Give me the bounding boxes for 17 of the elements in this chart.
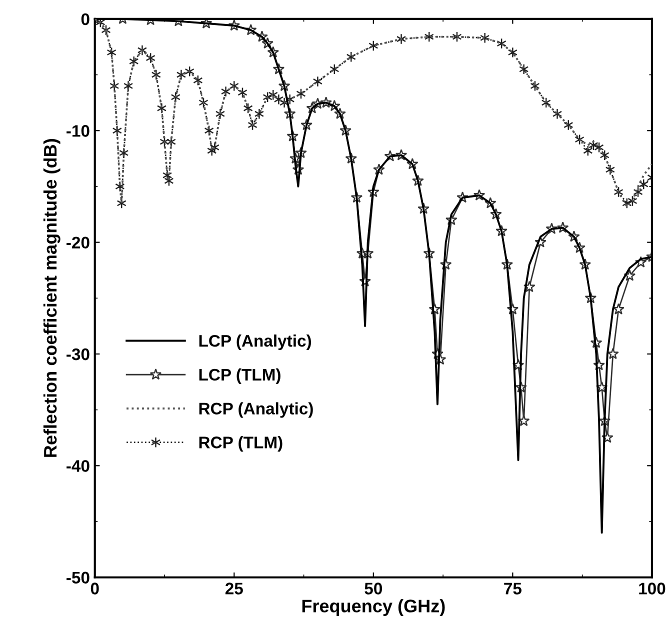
legend-label: RCP (Analytic) [199, 402, 313, 418]
y-tick-label: -40 [66, 460, 90, 472]
x-tick-label: 25 [225, 582, 243, 594]
y-tick-label: -20 [66, 236, 90, 249]
x-axis-title: Frequency (GHz) [302, 599, 445, 616]
x-tick-label: 50 [364, 582, 382, 594]
y-axis-title: Reflection coefficient magnitude (dB) [43, 139, 60, 457]
y-tick-label: -30 [66, 348, 90, 360]
y-tick-label: 0 [81, 13, 90, 26]
y-tick-label: -10 [66, 125, 90, 137]
legend-label: RCP (TLM) [199, 436, 282, 452]
y-tick-label: -50 [66, 572, 90, 584]
legend-label: LCP (TLM) [199, 368, 280, 384]
legend-label: LCP (Analytic) [199, 334, 312, 350]
x-tick-label: 100 [639, 582, 666, 594]
x-tick-label: 75 [504, 582, 522, 594]
x-tick-label: 0 [90, 582, 99, 594]
